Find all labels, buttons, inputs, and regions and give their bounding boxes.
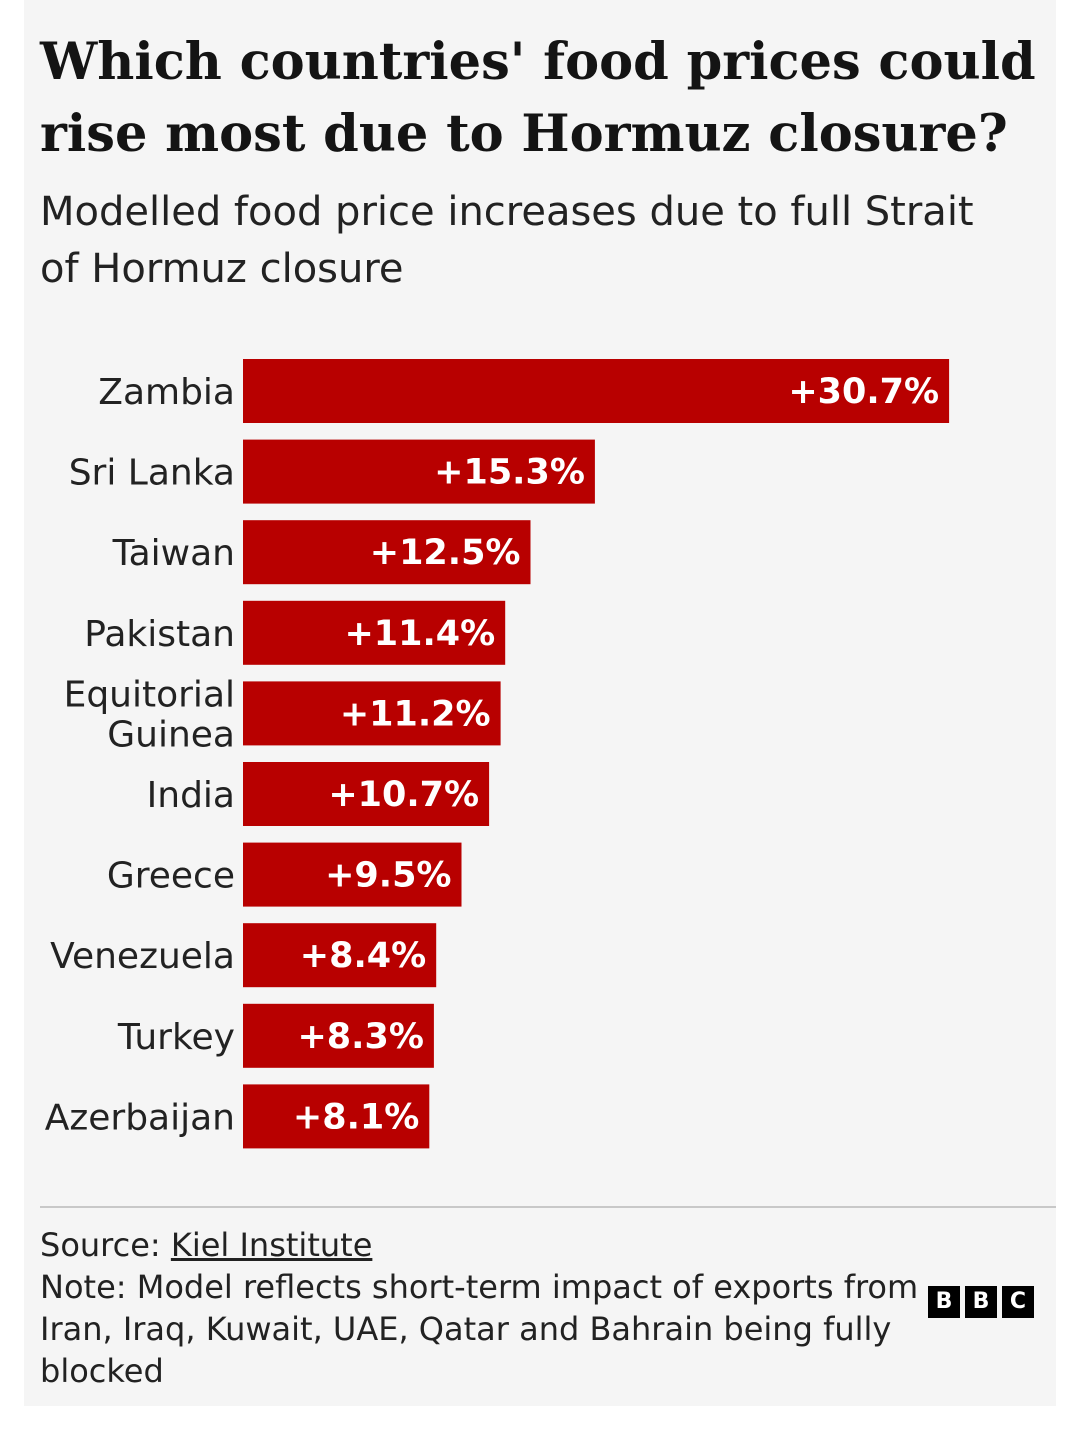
bar-8: [243, 1003, 434, 1068]
bar-7: [243, 923, 437, 988]
bar-2: [243, 520, 531, 585]
value-label-3: +11.4%: [344, 614, 495, 654]
footer-divider: [40, 1206, 1056, 1208]
category-label-4-line-1: Guinea: [107, 714, 235, 755]
category-label-3: Pakistan: [84, 614, 235, 655]
value-label-1: +15.3%: [434, 453, 585, 493]
category-label-5: India: [147, 775, 235, 816]
logo-letter-b1: B: [928, 1286, 960, 1318]
category-label-8: Turkey: [117, 1017, 235, 1058]
bar-1: [243, 439, 595, 504]
bbc-logo: B B C: [928, 1286, 1034, 1318]
source-prefix: Source:: [40, 1226, 171, 1264]
value-label-9: +8.1%: [293, 1097, 419, 1137]
source-link[interactable]: Kiel Institute: [170, 1226, 373, 1264]
value-label-5: +10.7%: [328, 775, 479, 815]
bar-0: [243, 359, 950, 423]
logo-letter-b2: B: [965, 1286, 997, 1318]
category-label-1: Sri Lanka: [69, 453, 235, 494]
value-label-0: +30.7%: [788, 372, 939, 412]
bar-chart: +30.7% Zambia +15.3% Sri Lanka +12.5% Taiwan +…: [45, 359, 950, 1149]
value-label-6: +9.5%: [325, 856, 451, 896]
chart-card: [24, 0, 1056, 1406]
value-label-2: +12.5%: [370, 533, 521, 573]
bar-6: [243, 842, 462, 907]
bar-4: [243, 681, 501, 746]
category-label-4-line-0: Equitorial: [64, 674, 235, 715]
category-label-0: Zambia: [98, 372, 235, 413]
value-label-7: +8.4%: [300, 936, 426, 976]
chart-subtitle: Modelled food price increases due to ful…: [40, 189, 974, 292]
bar-9: [243, 1084, 430, 1149]
source-line: Source: Kiel Institute: [40, 1224, 920, 1266]
value-label-8: +8.3%: [297, 1017, 423, 1057]
category-label-6: Greece: [107, 856, 235, 897]
category-label-9: Azerbaijan: [45, 1097, 235, 1138]
category-label-7: Venezuela: [50, 936, 235, 977]
value-label-4: +11.2%: [340, 694, 491, 734]
footnote: Note: Model reflects short-term impact o…: [40, 1268, 919, 1390]
bar-3: [243, 600, 506, 665]
logo-letter-c: C: [1002, 1286, 1034, 1318]
chart-title: Which countries' food prices could rise …: [40, 32, 1036, 164]
bar-5: [243, 762, 490, 826]
category-label-2: Taiwan: [112, 533, 235, 574]
